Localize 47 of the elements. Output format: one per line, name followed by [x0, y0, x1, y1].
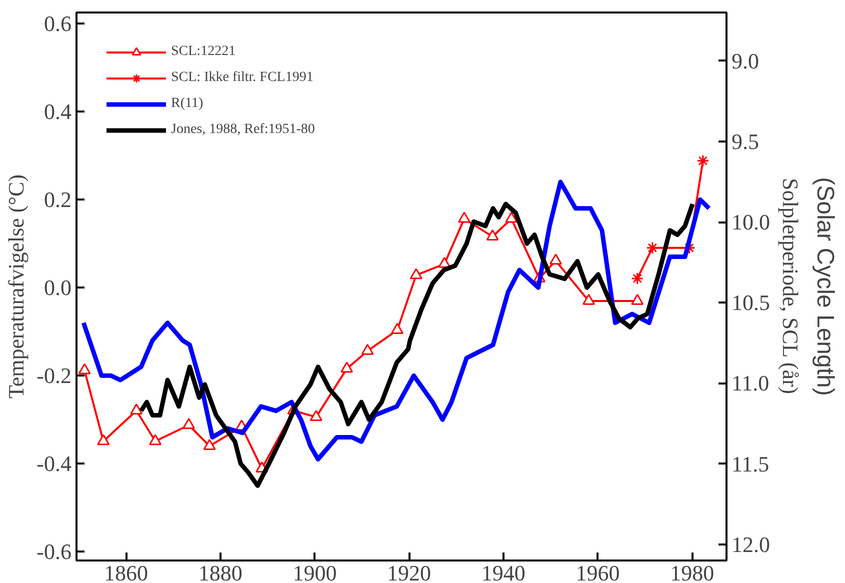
x-tick-label: 1980	[670, 560, 714, 583]
y2-tick-label: 11.5	[732, 451, 770, 476]
y-tick-label: -0.6	[36, 539, 72, 564]
x-tick-label: 1900	[292, 560, 337, 583]
point	[391, 322, 404, 334]
y-tick-label: 0.0	[44, 275, 72, 300]
y-tick-label: -0.4	[36, 451, 72, 476]
point	[361, 344, 374, 355]
y-tick-label: -0.2	[36, 363, 72, 388]
point	[310, 410, 322, 421]
point	[203, 438, 216, 450]
x-tick-label: 1860	[104, 560, 148, 583]
text: (Solar Cycle Length)	[812, 177, 838, 396]
line-series	[81, 180, 712, 462]
point	[78, 363, 91, 374]
y2-tick-label: 9.0	[732, 48, 759, 74]
point	[130, 404, 143, 415]
legend-label: R(11)	[171, 96, 204, 112]
point	[582, 294, 596, 305]
x-tick-label: 1880	[198, 560, 242, 583]
point	[182, 418, 196, 430]
y2-tick-label: 10.0	[732, 210, 770, 235]
y-tick-label: 0.4	[44, 99, 72, 124]
legend-label: Jones, 1988, Ref:1951-80	[171, 122, 315, 138]
point	[97, 434, 110, 446]
y-tick-label: 0.2	[44, 187, 72, 212]
point	[458, 212, 470, 223]
point	[410, 268, 422, 280]
y2-tick-label: 12.0	[732, 532, 770, 557]
point	[631, 294, 644, 305]
x-tick-label: 1940	[481, 560, 526, 583]
point	[340, 362, 354, 373]
point	[149, 434, 162, 446]
x-tick-label: 1960	[576, 560, 620, 583]
y-axis-title: Temperaturafvigelse (°C)	[4, 174, 29, 399]
point	[438, 256, 451, 268]
legend-label: SCL:12221	[171, 44, 236, 60]
legend-label: SCL: Ikke filtr. FCL1991	[171, 70, 314, 86]
point	[486, 229, 499, 240]
y2-tick-label: 11.0	[732, 370, 770, 396]
point	[505, 212, 518, 223]
y2-axis-title: Solpletperiode, SCL (år)	[778, 178, 803, 394]
x-tick-label: 1920	[387, 560, 432, 583]
y-tick-label: 0.6	[44, 11, 72, 36]
y2-tick-label: 9.5	[732, 128, 759, 154]
point	[549, 254, 562, 265]
y2-tick-label: 10.5	[732, 290, 770, 316]
